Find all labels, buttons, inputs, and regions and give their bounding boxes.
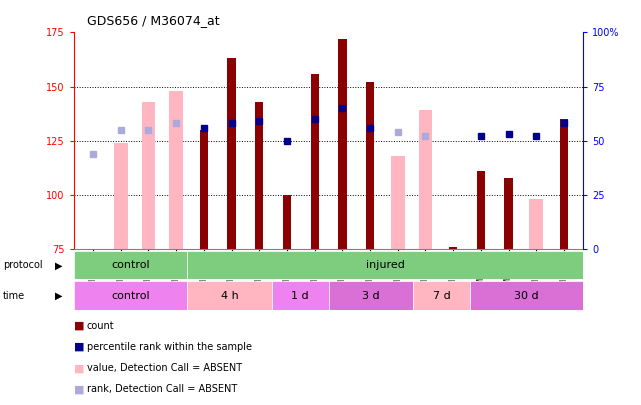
Text: ■: ■ (74, 321, 84, 331)
Text: time: time (3, 291, 26, 301)
Bar (255, 102, 263, 249)
Bar (310, 74, 319, 249)
Bar (419, 111, 433, 249)
Bar (449, 247, 457, 249)
Bar (187, 281, 272, 310)
Bar (114, 143, 128, 249)
Bar (470, 281, 583, 310)
Bar (477, 171, 485, 249)
Bar (366, 82, 374, 249)
Text: 1 d: 1 d (292, 291, 309, 301)
Bar (169, 91, 183, 249)
Bar (228, 58, 236, 249)
Text: count: count (87, 321, 114, 331)
Bar (142, 102, 155, 249)
Text: injured: injured (366, 260, 404, 270)
Text: 3 d: 3 d (362, 291, 379, 301)
Text: 30 d: 30 d (514, 291, 539, 301)
Text: ■: ■ (74, 363, 84, 373)
Text: percentile rank within the sample: percentile rank within the sample (87, 342, 251, 352)
Bar (283, 195, 291, 249)
Bar (200, 130, 208, 249)
Bar (272, 281, 329, 310)
Bar (74, 281, 187, 310)
Text: ■: ■ (74, 384, 84, 394)
Bar (329, 281, 413, 310)
Text: value, Detection Call = ABSENT: value, Detection Call = ABSENT (87, 363, 242, 373)
Text: 7 d: 7 d (433, 291, 451, 301)
Bar (338, 39, 347, 249)
Text: rank, Detection Call = ABSENT: rank, Detection Call = ABSENT (87, 384, 237, 394)
Text: protocol: protocol (3, 260, 43, 270)
Text: ▶: ▶ (54, 291, 62, 301)
Bar (504, 177, 513, 249)
Text: ■: ■ (74, 342, 84, 352)
Text: control: control (111, 260, 149, 270)
Text: ▶: ▶ (54, 260, 62, 270)
Bar (391, 156, 404, 249)
Text: GDS656 / M36074_at: GDS656 / M36074_at (87, 14, 219, 27)
Bar (560, 119, 568, 249)
Bar (74, 251, 187, 279)
Bar (413, 281, 470, 310)
Text: control: control (111, 291, 149, 301)
Bar (187, 251, 583, 279)
Text: 4 h: 4 h (221, 291, 238, 301)
Bar (529, 199, 543, 249)
